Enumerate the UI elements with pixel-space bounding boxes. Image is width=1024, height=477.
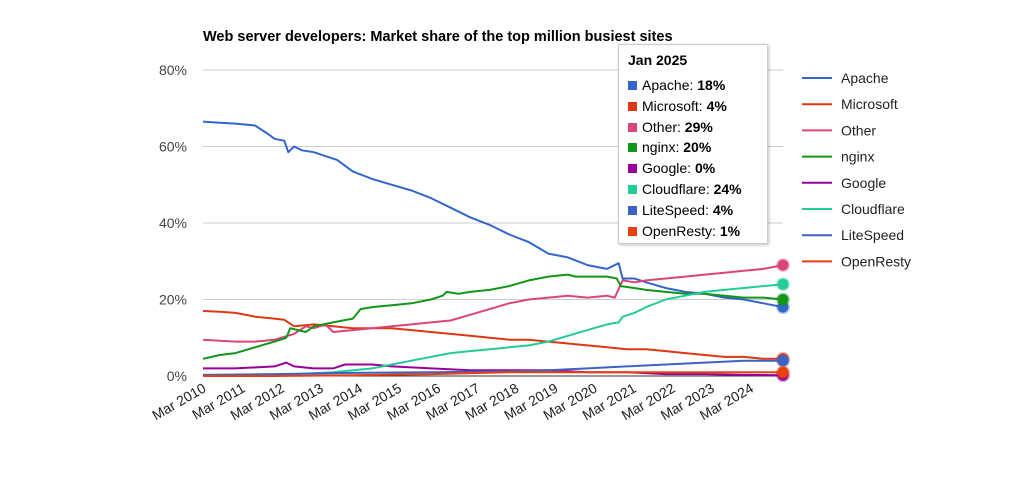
y-tick-label: 80% <box>159 62 187 78</box>
series-lines <box>202 120 784 377</box>
y-axis: 0% 20% 40% 60% 80% <box>159 62 187 384</box>
tooltip-label: Google: <box>642 160 695 177</box>
tooltip-row: Google: 0% <box>628 159 715 177</box>
tooltip-row: OpenResty: 1% <box>628 222 740 240</box>
tooltip-label: Apache: <box>642 77 698 93</box>
tooltip-value: 4% <box>706 97 727 114</box>
tooltip-swatch <box>628 164 637 174</box>
tooltip-value: 20% <box>683 139 712 156</box>
y-tick-label: 40% <box>159 215 187 231</box>
tooltip-swatch <box>628 122 637 132</box>
point-marker-cloudflare[interactable] <box>776 277 790 292</box>
tooltip-swatch <box>628 226 637 236</box>
legend-label[interactable]: LiteSpeed <box>841 227 904 243</box>
tooltip-swatch <box>628 205 637 215</box>
tooltip-label: Other: <box>642 118 685 135</box>
legend-label[interactable]: Microsoft <box>841 96 898 112</box>
tooltip-value: 24% <box>713 181 742 197</box>
tooltip-value: 1% <box>719 222 741 239</box>
tooltip-swatch <box>628 81 637 90</box>
series-line-litespeed <box>202 359 783 376</box>
tooltip-title: Jan 2025 <box>628 52 688 68</box>
tooltip-value: 18% <box>697 77 726 93</box>
legend-label[interactable]: Other <box>841 122 876 138</box>
y-tick-label: 60% <box>159 139 187 155</box>
tooltip-label: Microsoft: <box>642 97 707 114</box>
tooltip: Jan 2025 Apache: 18% Microsoft: 4% Other: … <box>618 44 768 244</box>
chart-title: Web server developers: Market share of t… <box>203 29 673 45</box>
tooltip-label: OpenResty: <box>642 222 720 239</box>
tooltip-value: 4% <box>712 201 734 218</box>
series-line-apache <box>202 120 784 309</box>
tooltip-label: nginx: <box>642 139 684 156</box>
legend-label[interactable]: OpenResty <box>841 253 911 269</box>
y-tick-label: 20% <box>159 292 187 308</box>
series-line-cloudflare <box>203 283 784 377</box>
point-marker-openresty[interactable] <box>776 365 790 380</box>
point-marker-nginx[interactable] <box>776 292 790 307</box>
series-line-microsoft <box>202 310 783 360</box>
tooltip-swatch <box>628 101 637 111</box>
tooltip-label: Cloudflare: <box>642 181 714 197</box>
tooltip-swatch <box>628 143 637 153</box>
tooltip-row: Apache: 18% <box>628 76 725 94</box>
y-tick-label: 0% <box>167 368 187 384</box>
hover-markers[interactable] <box>776 258 790 383</box>
legend-label[interactable]: Google <box>841 175 886 191</box>
legend[interactable]: Apache Microsoft Other nginx Google Cloudflar… <box>802 70 911 269</box>
legend-label[interactable]: Apache <box>841 70 889 86</box>
legend-label[interactable]: nginx <box>841 149 874 165</box>
tooltip-value: 29% <box>684 118 713 135</box>
series-line-google <box>203 361 784 377</box>
tooltip-value: 0% <box>694 160 716 177</box>
tooltip-row: nginx: 20% <box>628 138 711 156</box>
series-line-openresty <box>203 371 783 377</box>
point-marker-other[interactable] <box>776 258 790 273</box>
series-line-nginx <box>202 273 784 360</box>
point-marker-litespeed[interactable] <box>776 353 790 368</box>
tooltip-swatch <box>628 185 637 194</box>
tooltip-row: LiteSpeed: 4% <box>628 201 733 219</box>
tooltip-row: Other: 29% <box>628 118 713 136</box>
tooltip-label: LiteSpeed: <box>642 201 713 218</box>
legend-label[interactable]: Cloudflare <box>841 201 905 217</box>
series-line-other <box>202 264 784 343</box>
tooltip-row: Cloudflare: 24% <box>628 180 742 198</box>
tooltip-row: Microsoft: 4% <box>628 97 727 115</box>
